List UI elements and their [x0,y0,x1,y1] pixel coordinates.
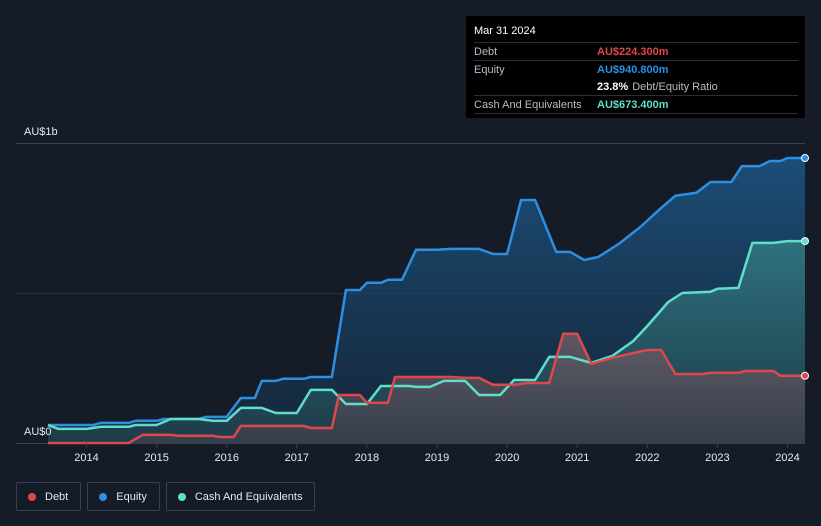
tooltip-date: Mar 31 2024 [474,25,536,37]
y-axis-bottom-label: AU$0 [24,426,52,438]
x-tick-label-2021: 2021 [565,452,589,464]
tooltip-ratio-value: 23.8% [597,80,629,93]
legend-label-debt: Debt [45,490,69,503]
legend-label-cash: Cash And Equivalents [194,490,303,503]
legend-item-debt[interactable]: Debt [16,482,82,511]
tooltip-debt-value: AU$224.300m [597,45,669,58]
equity-endpoint [801,154,809,162]
legend-item-cash[interactable]: Cash And Equivalents [165,482,316,511]
debt-line [48,332,805,445]
tooltip-cash-label: Cash And Equivalents [474,98,582,111]
legend-dot-debt [28,492,36,501]
x-tick-label-2019: 2019 [425,452,449,464]
tooltip-debt-label: Debt [474,45,498,58]
legend-item-equity[interactable]: Equity [87,482,160,511]
debt-endpoint [801,371,809,380]
y-axis-top-label: AU$1b [24,126,58,138]
x-tick-label-2017: 2017 [285,452,309,464]
x-tick-label-2024: 2024 [775,452,799,464]
tooltip-debt-row: Debt AU$224.300m [474,42,798,60]
x-tick-label-2016: 2016 [214,452,238,464]
chart-legend: Debt Equity Cash And Equivalents [16,482,316,511]
tooltip-equity-row: Equity AU$940.800m [474,60,798,78]
x-tick-label-2022: 2022 [635,452,659,464]
tooltip-equity-value: AU$940.800m [597,63,669,76]
legend-dot-equity [99,492,108,501]
cash-endpoint [801,237,809,246]
x-tick-label-2014: 2014 [74,452,98,464]
x-tick-label-2020: 2020 [495,452,519,464]
x-tick-label-2023: 2023 [705,452,729,464]
x-tick-label-2015: 2015 [144,452,168,464]
legend-dot-cash [177,492,186,501]
legend-label-equity: Equity [116,490,147,503]
tooltip-ratio-label: Debt/Equity Ratio [632,80,718,93]
tooltip-equity-label: Equity [474,63,505,76]
debt-area [48,333,805,443]
cash-line [47,239,805,431]
tooltip-cash-value: AU$673.400m [597,98,669,111]
tooltip-cash-row: Cash And Equivalents AU$673.400m [474,95,798,114]
x-tick-label-2018: 2018 [355,452,379,464]
tooltip-ratio-row: 23.8% Debt/Equity Ratio [474,78,798,95]
data-tooltip: Mar 31 2024 Debt AU$224.300m Equity AU$9… [466,16,805,118]
